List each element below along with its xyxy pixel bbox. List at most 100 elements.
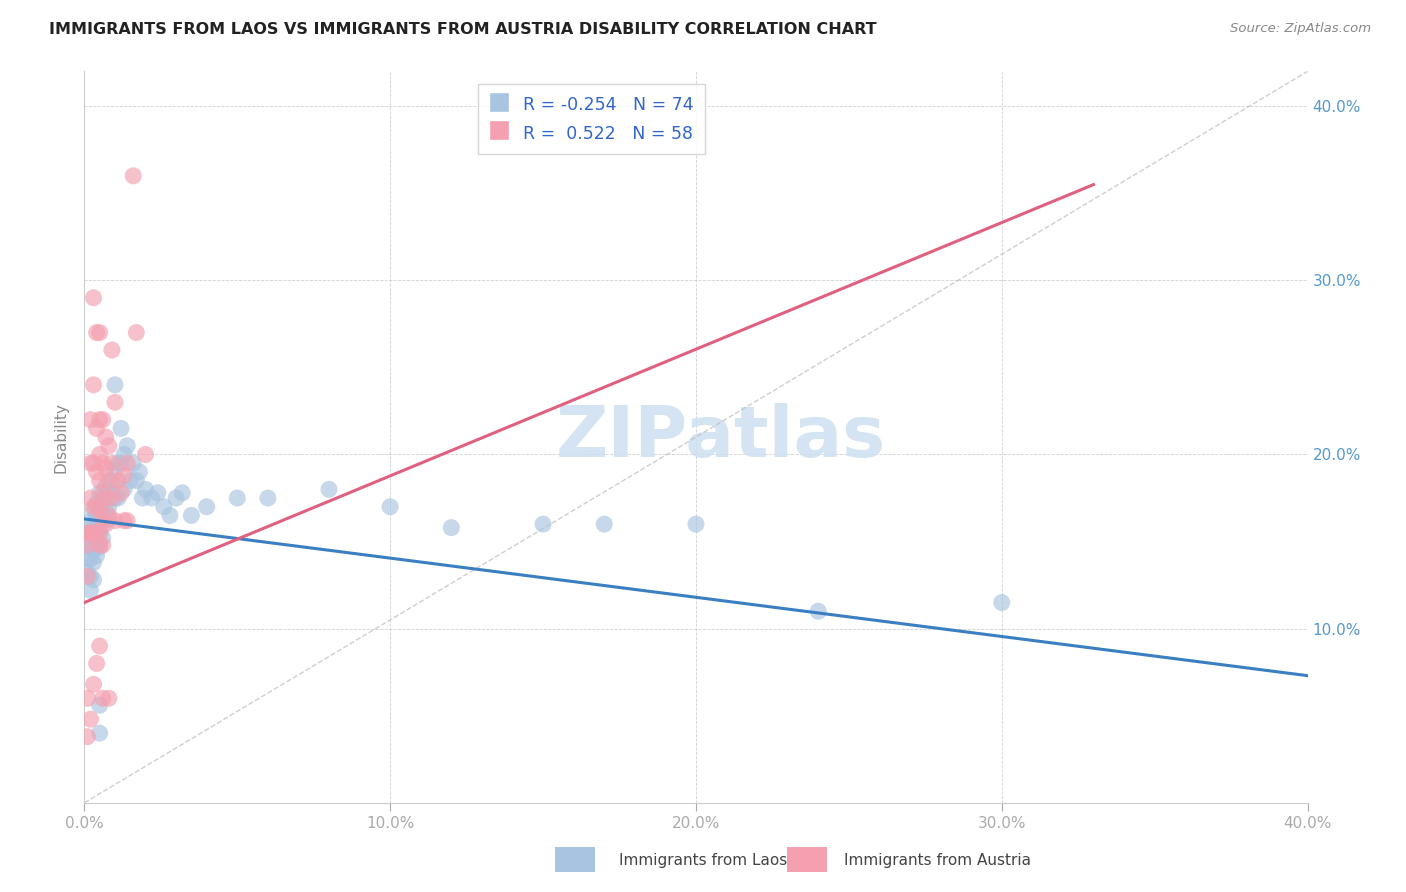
Point: [115, 439, 138, 453]
Point: [89, 326, 111, 340]
Point: [83, 531, 105, 545]
Point: [83, 556, 105, 570]
Point: [83, 573, 105, 587]
Point: [79, 552, 101, 566]
Point: [101, 343, 124, 357]
Point: [112, 483, 135, 497]
Point: [91, 412, 114, 426]
Point: [135, 448, 157, 462]
Point: [86, 534, 108, 549]
Point: [89, 525, 111, 540]
Point: [104, 395, 127, 409]
Point: [91, 538, 114, 552]
Point: [76, 566, 98, 580]
Point: [97, 474, 120, 488]
Point: [159, 508, 181, 523]
Point: [89, 639, 111, 653]
Point: [110, 456, 132, 470]
Point: [125, 326, 148, 340]
Point: [89, 538, 111, 552]
Text: Immigrants from Austria: Immigrants from Austria: [844, 854, 1031, 868]
Point: [94, 517, 117, 532]
Point: [79, 412, 101, 426]
Point: [380, 500, 402, 514]
Point: [89, 540, 111, 554]
Point: [79, 569, 101, 583]
Text: IMMIGRANTS FROM LAOS VS IMMIGRANTS FROM AUSTRIA DISABILITY CORRELATION CHART: IMMIGRANTS FROM LAOS VS IMMIGRANTS FROM …: [49, 22, 877, 37]
Point: [86, 549, 108, 563]
Point: [101, 474, 124, 488]
Point: [104, 491, 127, 505]
Point: [83, 517, 105, 532]
Y-axis label: Disability: Disability: [53, 401, 69, 473]
Point: [83, 500, 105, 514]
Point: [97, 500, 120, 514]
Point: [685, 517, 707, 532]
Point: [86, 521, 108, 535]
Point: [146, 485, 169, 500]
Point: [76, 691, 98, 706]
Point: [107, 456, 129, 470]
Point: [79, 491, 101, 505]
Point: [76, 538, 98, 552]
Point: [79, 525, 101, 540]
Point: [79, 538, 101, 552]
Point: [86, 500, 108, 514]
Point: [89, 726, 111, 740]
Point: [180, 508, 202, 523]
Point: [128, 465, 150, 479]
Point: [89, 514, 111, 528]
Point: [112, 448, 135, 462]
Legend: R = -0.254   N = 74, R =  0.522   N = 58: R = -0.254 N = 74, R = 0.522 N = 58: [478, 84, 704, 153]
Point: [101, 485, 124, 500]
Point: [97, 512, 120, 526]
Point: [112, 468, 135, 483]
Point: [195, 500, 218, 514]
Point: [79, 456, 101, 470]
Point: [141, 491, 163, 505]
Point: [89, 448, 111, 462]
Point: [110, 421, 132, 435]
Point: [531, 517, 554, 532]
Point: [83, 456, 105, 470]
Point: [83, 525, 105, 540]
Text: Source: ZipAtlas.com: Source: ZipAtlas.com: [1230, 22, 1371, 36]
Point: [122, 456, 145, 470]
Point: [257, 491, 280, 505]
Point: [86, 496, 108, 510]
Point: [83, 291, 105, 305]
Point: [104, 514, 127, 528]
Point: [76, 538, 98, 552]
Point: [91, 456, 114, 470]
Point: [94, 505, 117, 519]
Point: [115, 514, 138, 528]
Point: [83, 677, 105, 691]
Point: [97, 485, 120, 500]
Point: [97, 691, 120, 706]
Point: [122, 169, 145, 183]
Point: [107, 491, 129, 505]
Point: [94, 461, 117, 475]
Point: [120, 474, 142, 488]
Point: [165, 491, 187, 505]
Point: [83, 377, 105, 392]
Point: [89, 412, 111, 426]
Point: [172, 485, 194, 500]
Point: [76, 525, 98, 540]
Point: [440, 521, 463, 535]
Point: [107, 474, 129, 488]
Point: [79, 525, 101, 540]
Point: [89, 500, 111, 514]
Point: [112, 514, 135, 528]
Point: [94, 430, 117, 444]
Point: [83, 503, 105, 517]
Point: [89, 503, 111, 517]
Point: [97, 508, 120, 523]
Point: [991, 595, 1014, 609]
Point: [86, 326, 108, 340]
Point: [86, 421, 108, 435]
Text: Immigrants from Laos: Immigrants from Laos: [619, 854, 787, 868]
Point: [153, 500, 176, 514]
Point: [91, 691, 114, 706]
Point: [91, 531, 114, 545]
